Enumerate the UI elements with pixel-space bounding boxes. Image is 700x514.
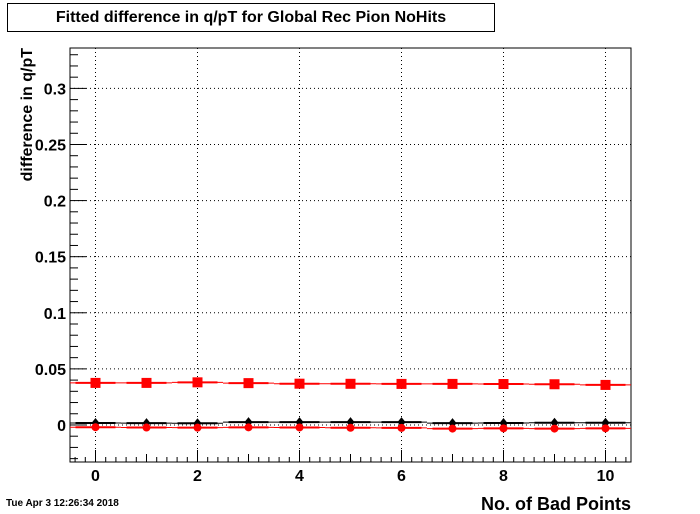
series-2 — [70, 423, 631, 433]
data-point-circle — [142, 423, 151, 432]
x-tick-label: 2 — [193, 468, 202, 485]
x-axis-title: No. of Bad Points — [481, 494, 631, 514]
x-tick-label: 0 — [91, 468, 100, 485]
data-point-circle — [601, 424, 610, 433]
title-box: Fitted difference in q/pT for Global Rec… — [7, 3, 495, 32]
data-point-circle — [346, 423, 355, 432]
data-point-circle — [448, 424, 457, 433]
axes — [69, 47, 632, 463]
y-tick-label: 0.25 — [35, 137, 66, 154]
x-tick-label: 10 — [597, 468, 615, 485]
x-tick-label: 6 — [397, 468, 406, 485]
data-point-square — [192, 377, 203, 388]
data-point-square — [447, 378, 458, 389]
x-tick-label: 4 — [295, 468, 304, 485]
y-tick-label: 0.1 — [44, 306, 66, 323]
data-point-circle — [550, 424, 559, 433]
y-tick-label: 0.3 — [44, 81, 66, 98]
chart-title: Fitted difference in q/pT for Global Rec… — [55, 9, 447, 26]
data-point-square — [498, 379, 509, 390]
data-point-square — [90, 377, 101, 388]
data-point-square — [141, 377, 152, 388]
y-tick-label: 0.2 — [44, 194, 66, 211]
series-layer — [70, 377, 631, 433]
grid — [70, 48, 631, 462]
x-tick-label: 8 — [499, 468, 508, 485]
data-point-square — [243, 378, 254, 389]
data-point-square — [294, 378, 305, 389]
y-tick-label: 0.15 — [35, 250, 66, 267]
data-point-circle — [397, 423, 406, 432]
plot-frame — [69, 47, 632, 463]
data-point-square — [600, 379, 611, 390]
timestamp: Tue Apr 3 12:26:34 2018 — [6, 498, 119, 509]
data-point-square — [549, 379, 560, 390]
data-point-circle — [91, 423, 100, 432]
y-tick-label: 0 — [57, 418, 66, 435]
y-tick-label: 0.05 — [35, 362, 66, 379]
data-point-square — [396, 378, 407, 389]
axis-labels: 0 2 4 6 8 10 0 0.05 0.1 0.15 0.2 0.25 0.3 No. of Bad … — [19, 48, 631, 514]
data-point-circle — [193, 423, 202, 432]
data-point-circle — [295, 423, 304, 432]
data-point-circle — [499, 424, 508, 433]
y-axis-title: difference in q/pT — [19, 48, 36, 182]
series-0 — [70, 377, 631, 390]
data-point-square — [345, 378, 356, 389]
data-point-circle — [244, 423, 253, 432]
